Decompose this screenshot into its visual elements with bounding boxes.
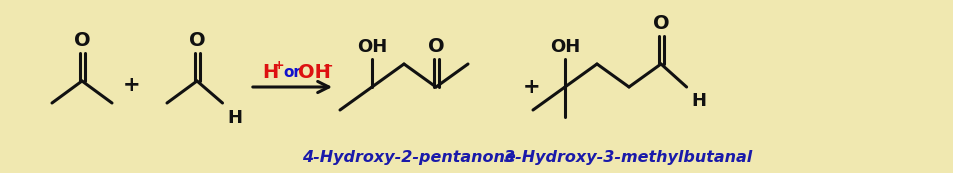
Text: O: O — [427, 37, 444, 56]
Text: H: H — [262, 63, 278, 83]
Text: O: O — [652, 14, 669, 33]
Text: OH: OH — [356, 38, 387, 56]
Text: OH: OH — [549, 38, 579, 56]
Text: O: O — [73, 31, 91, 50]
Text: H: H — [691, 92, 706, 110]
Text: OH: OH — [297, 63, 331, 83]
Text: −: − — [322, 60, 333, 72]
Text: +: + — [273, 60, 283, 72]
Text: 4-Hydroxy-2-pentanone: 4-Hydroxy-2-pentanone — [302, 150, 516, 165]
Text: +: + — [123, 75, 141, 95]
Text: O: O — [189, 31, 205, 50]
Text: H: H — [227, 109, 242, 127]
Text: or: or — [283, 66, 301, 80]
Text: +: + — [522, 77, 540, 97]
Text: 3-Hydroxy-3-methylbutanal: 3-Hydroxy-3-methylbutanal — [503, 150, 751, 165]
